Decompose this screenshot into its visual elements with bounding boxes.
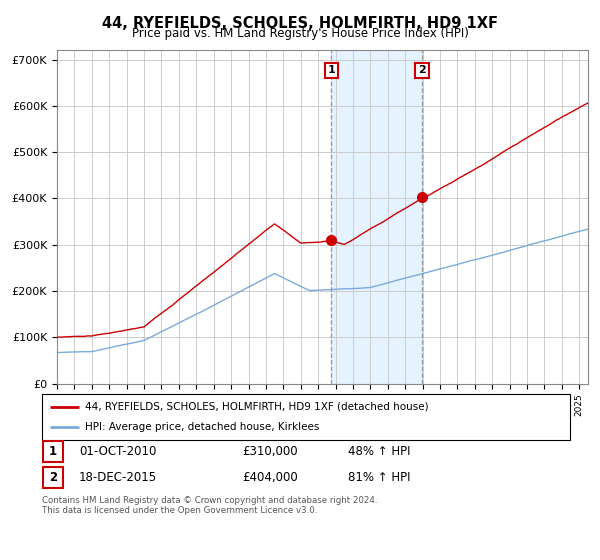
Text: 01-OCT-2010: 01-OCT-2010 (79, 445, 157, 458)
Bar (43, 467, 63, 488)
Text: 1: 1 (49, 445, 57, 458)
Text: 44, RYEFIELDS, SCHOLES, HOLMFIRTH, HD9 1XF: 44, RYEFIELDS, SCHOLES, HOLMFIRTH, HD9 1… (102, 16, 498, 31)
Text: 48% ↑ HPI: 48% ↑ HPI (348, 445, 411, 458)
Text: 2: 2 (418, 66, 426, 76)
Text: 2: 2 (49, 472, 57, 484)
Text: Contains HM Land Registry data © Crown copyright and database right 2024.
This d: Contains HM Land Registry data © Crown c… (42, 496, 377, 515)
Text: Price paid vs. HM Land Registry's House Price Index (HPI): Price paid vs. HM Land Registry's House … (131, 27, 469, 40)
Bar (331, 50, 422, 384)
Text: 81% ↑ HPI: 81% ↑ HPI (348, 472, 411, 484)
Bar (43, 441, 63, 463)
Text: HPI: Average price, detached house, Kirklees: HPI: Average price, detached house, Kirk… (85, 422, 320, 432)
Text: 18-DEC-2015: 18-DEC-2015 (79, 472, 157, 484)
Text: £404,000: £404,000 (242, 472, 298, 484)
Text: 44, RYEFIELDS, SCHOLES, HOLMFIRTH, HD9 1XF (detached house): 44, RYEFIELDS, SCHOLES, HOLMFIRTH, HD9 1… (85, 402, 429, 412)
Text: £310,000: £310,000 (242, 445, 298, 458)
Text: 1: 1 (328, 66, 335, 76)
